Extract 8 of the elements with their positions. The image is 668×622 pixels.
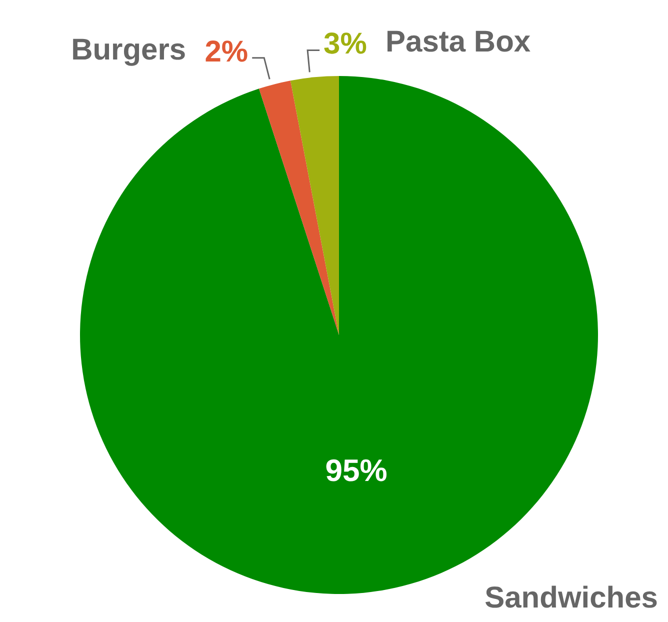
pie-slice	[290, 76, 339, 335]
pie-slice	[258, 80, 339, 335]
slice-label: Pasta Box	[386, 26, 531, 59]
data-label: 2%	[204, 35, 248, 68]
data-label: 95%	[325, 453, 388, 488]
slice-label: Burgers	[71, 33, 186, 66]
slice-label: Sandwiches	[484, 582, 658, 614]
data-label: 3%	[324, 28, 367, 61]
